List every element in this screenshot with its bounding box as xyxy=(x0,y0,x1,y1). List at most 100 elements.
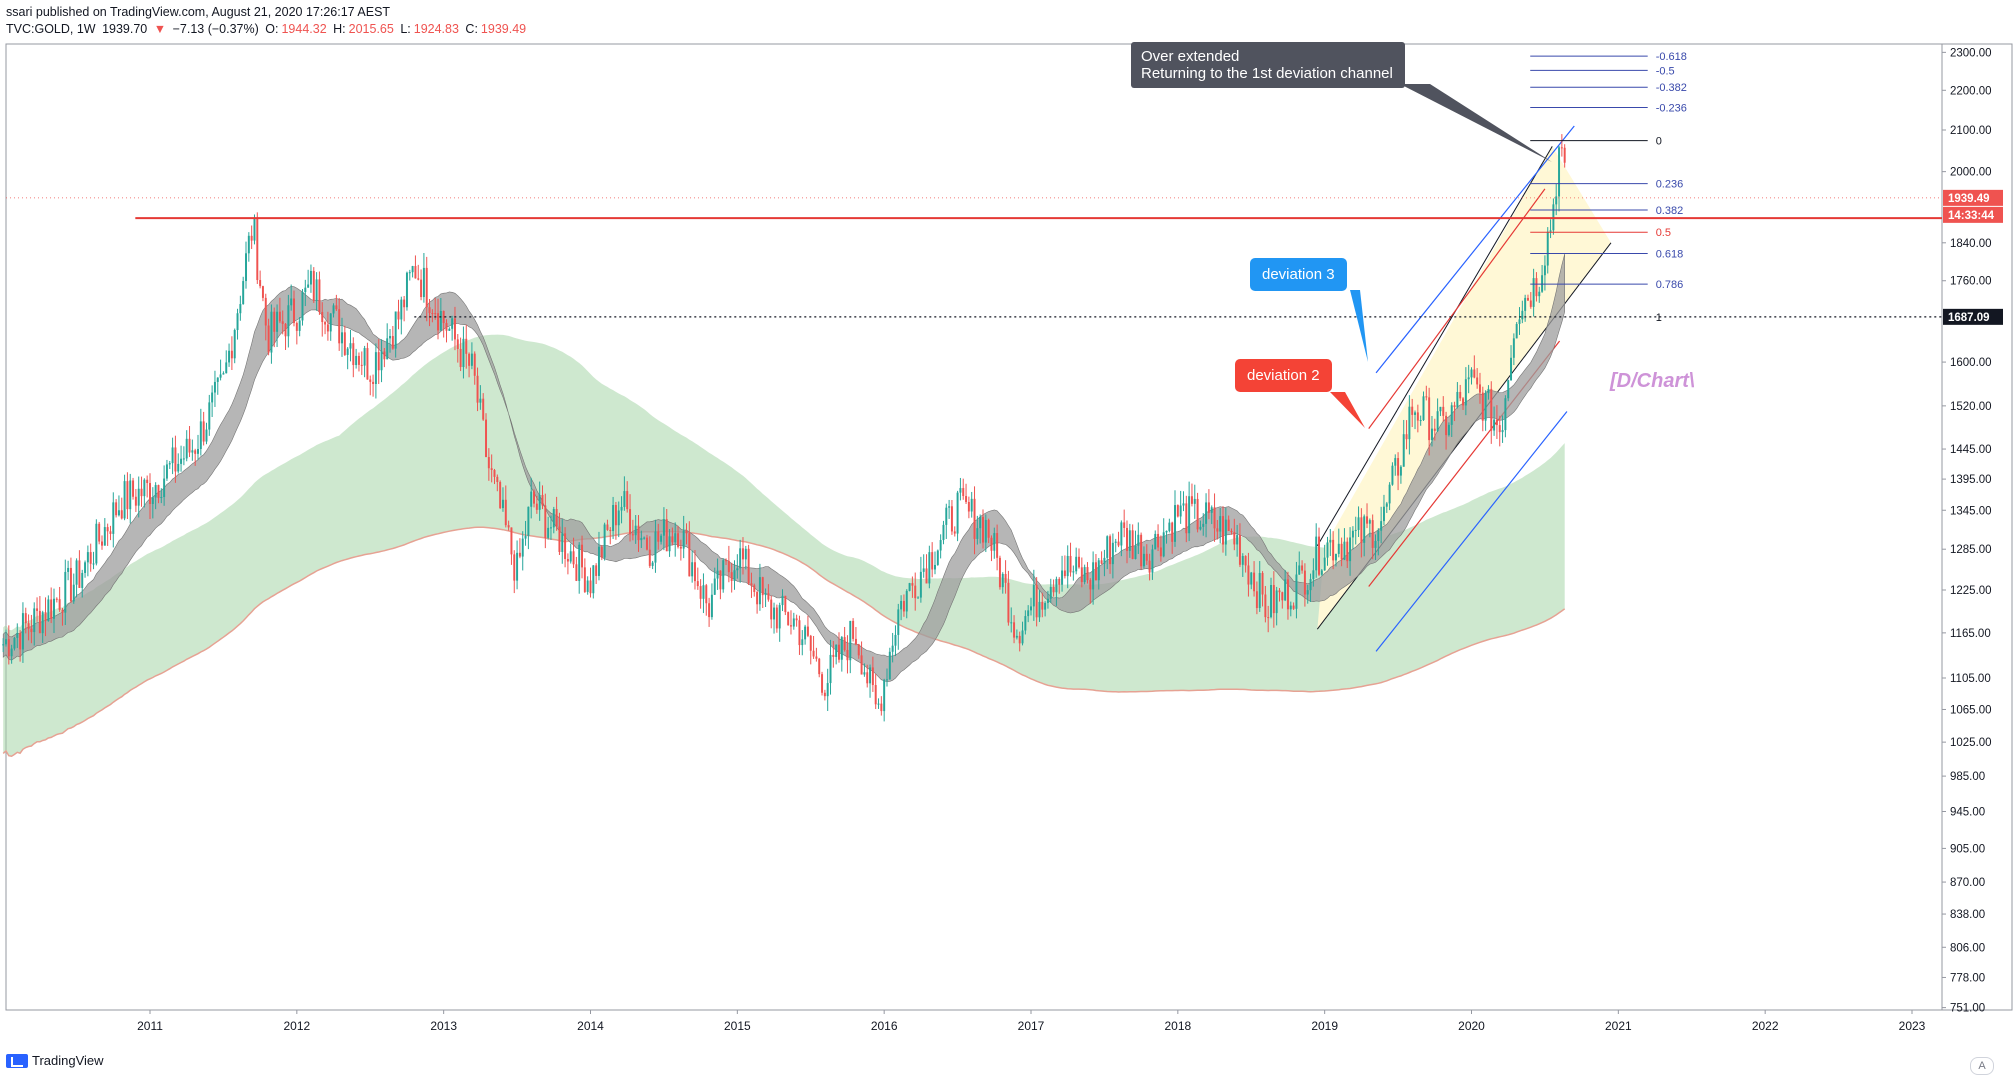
candle-bear xyxy=(544,505,547,538)
candle-bull xyxy=(1546,231,1549,266)
candle-bull xyxy=(1179,505,1182,517)
candle-bear xyxy=(821,674,824,693)
candle-bear xyxy=(482,398,485,420)
candle-bull xyxy=(2,644,5,646)
candle-bull xyxy=(13,637,16,649)
candle-bear xyxy=(962,488,965,497)
candle-bear xyxy=(860,655,863,675)
tradingview-logo-icon[interactable] xyxy=(6,1053,28,1068)
candle-bull xyxy=(1447,424,1450,436)
candle-bear xyxy=(1007,582,1010,623)
candle-bull xyxy=(191,450,194,453)
candle-bear xyxy=(696,581,699,587)
candle-bull xyxy=(516,552,519,581)
candle-bull xyxy=(304,287,307,293)
candle-bear xyxy=(1278,590,1281,593)
publisher-line: ssari published on TradingView.com, Augu… xyxy=(6,5,391,19)
candle-bull xyxy=(5,639,7,645)
candle-bull xyxy=(1046,598,1049,603)
candle-bear xyxy=(318,279,321,312)
brand-label[interactable]: TradingView xyxy=(32,1053,104,1068)
candle-bear xyxy=(194,450,197,454)
candle-bear xyxy=(806,626,809,636)
candle-bear xyxy=(812,650,815,657)
candle-bull xyxy=(309,270,312,285)
candle-bear xyxy=(293,298,295,323)
candle-bull xyxy=(674,533,677,543)
candle-bull xyxy=(713,578,716,595)
candle-bear xyxy=(1411,406,1414,415)
candle-bull xyxy=(355,355,358,366)
price-axis-panel[interactable] xyxy=(1941,43,2013,1011)
candle-bear xyxy=(1459,391,1462,399)
deviation3-callout[interactable]: deviation 3 xyxy=(1250,258,1347,291)
candle-bear xyxy=(1397,458,1400,476)
candle-bull xyxy=(439,310,442,331)
candle-bull xyxy=(1309,579,1312,591)
candle-bear xyxy=(101,541,103,546)
candle-bear xyxy=(188,438,191,453)
candle-bear xyxy=(1100,560,1103,564)
autoscale-button[interactable]: A xyxy=(1970,1057,1994,1075)
candle-bear xyxy=(629,509,632,535)
candle-bear xyxy=(1244,555,1247,566)
candle-bull xyxy=(245,253,247,282)
candle-bear xyxy=(78,560,81,588)
candle-bear xyxy=(487,457,490,469)
price-tick-label: 1520.00 xyxy=(1950,401,1992,413)
deviation3-lower xyxy=(1375,411,1568,652)
candle-bull xyxy=(1337,543,1340,554)
candle-bull xyxy=(168,463,171,465)
candle-bull xyxy=(1467,377,1470,380)
candle-bear xyxy=(880,703,883,712)
candle-bear xyxy=(499,482,502,509)
candle-bull xyxy=(934,564,936,570)
candle-bear xyxy=(264,297,267,326)
candle-bear xyxy=(1253,572,1256,592)
candle-bull xyxy=(945,507,948,525)
candle-bull xyxy=(448,328,451,331)
candle-bear xyxy=(699,586,702,599)
candle-bear xyxy=(609,529,612,532)
deviation3-upper xyxy=(1375,125,1575,374)
candle-bull xyxy=(1388,484,1391,504)
candle-bear xyxy=(465,338,468,354)
candle-bull xyxy=(216,377,219,382)
candle-bull xyxy=(143,479,146,497)
candle-bull xyxy=(219,374,222,378)
candle-bear xyxy=(360,364,363,366)
level-badge-bg xyxy=(1943,308,2003,325)
down-arrow-icon: ▼ xyxy=(153,22,167,36)
price-tick-label: 1760.00 xyxy=(1950,276,1992,288)
candle-bear xyxy=(473,353,476,376)
candle-bull xyxy=(411,266,414,273)
candle-bull xyxy=(829,654,832,684)
candle-bull xyxy=(668,536,671,552)
candle-bear xyxy=(931,552,934,570)
candle-bull xyxy=(287,305,290,337)
candle-bull xyxy=(1027,610,1030,617)
candle-bull xyxy=(1114,541,1117,543)
fib-level-label: -0.382 xyxy=(1656,82,1687,94)
symbol-label[interactable]: TVC:GOLD, 1W xyxy=(6,22,96,36)
candle-bear xyxy=(1078,556,1080,568)
candle-bull xyxy=(984,519,987,543)
candle-bear xyxy=(1301,565,1304,571)
deviation2-callout[interactable]: deviation 2 xyxy=(1235,359,1332,392)
price-tick-label: 905.00 xyxy=(1950,843,1985,855)
candle-bear xyxy=(902,600,905,612)
candle-bull xyxy=(1394,458,1397,466)
candle-bull xyxy=(1521,310,1524,320)
fib-level-label: 0.618 xyxy=(1656,249,1684,261)
candle-bull xyxy=(1165,530,1168,533)
candle-bear xyxy=(420,279,423,298)
candle-bull xyxy=(1075,556,1078,572)
fib-level-label: -0.5 xyxy=(1656,65,1675,77)
candle-bear xyxy=(1227,519,1230,531)
candle-bear xyxy=(490,468,493,470)
overextended-callout[interactable]: Over extended Returning to the 1st devia… xyxy=(1131,42,1405,88)
candle-bear xyxy=(1318,536,1321,575)
candle-bull xyxy=(1524,297,1527,311)
candle-bear xyxy=(1560,147,1563,149)
